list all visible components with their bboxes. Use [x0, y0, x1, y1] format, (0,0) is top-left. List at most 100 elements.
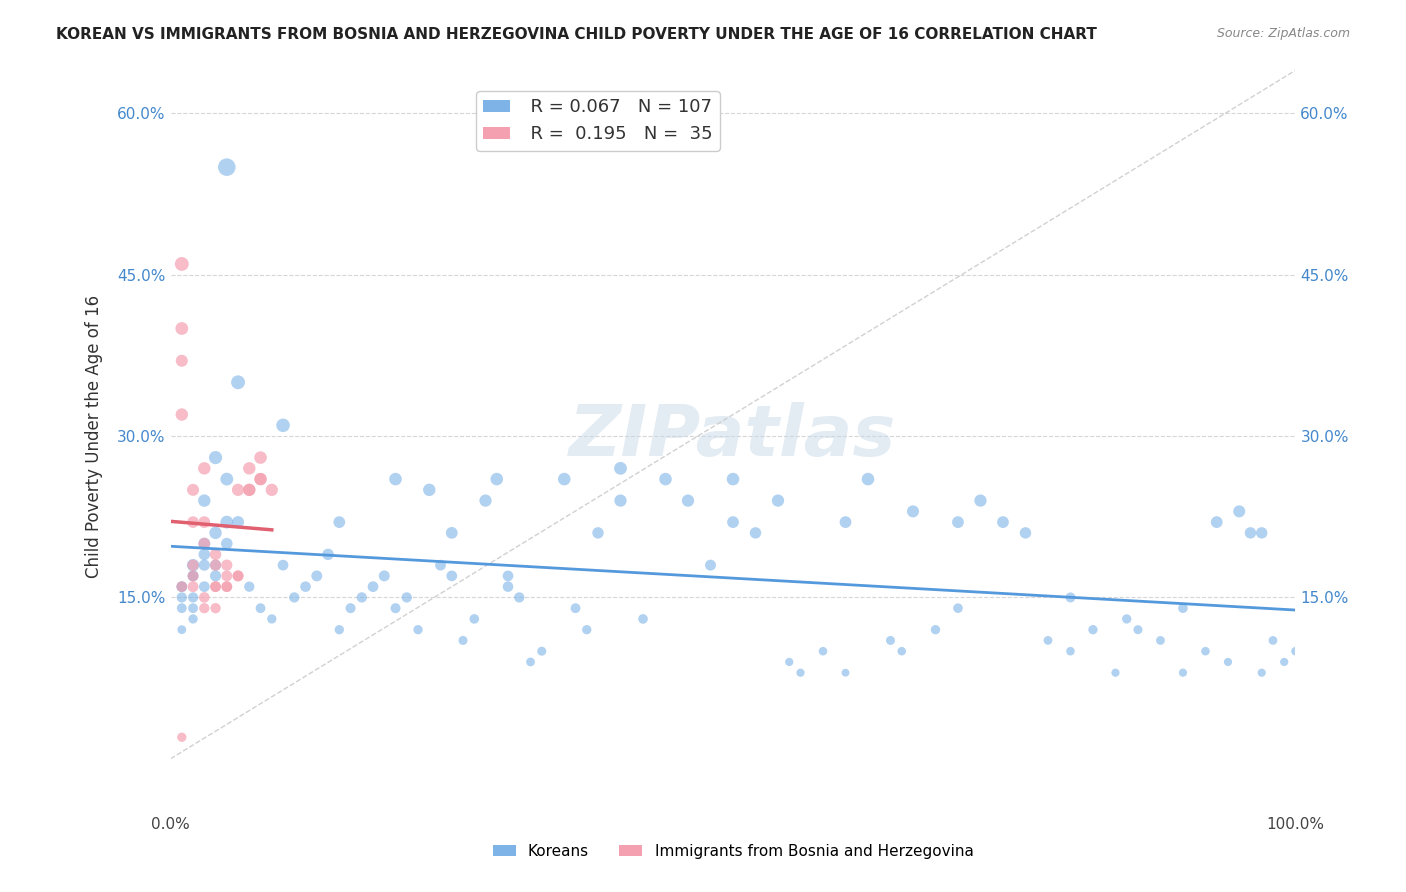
- Point: [238, 461, 260, 475]
- Point: [305, 569, 328, 583]
- Point: [1059, 644, 1081, 658]
- Text: ZIPatlas: ZIPatlas: [569, 401, 897, 471]
- Point: [451, 633, 474, 648]
- Point: [1284, 644, 1306, 658]
- Point: [193, 601, 215, 615]
- Point: [350, 591, 373, 605]
- Point: [1250, 665, 1272, 680]
- Y-axis label: Child Poverty Under the Age of 16: Child Poverty Under the Age of 16: [86, 294, 103, 578]
- Point: [1239, 525, 1261, 540]
- Point: [215, 558, 238, 573]
- Point: [1036, 633, 1059, 648]
- Text: KOREAN VS IMMIGRANTS FROM BOSNIA AND HERZEGOVINA CHILD POVERTY UNDER THE AGE OF : KOREAN VS IMMIGRANTS FROM BOSNIA AND HER…: [56, 27, 1097, 42]
- Point: [193, 536, 215, 550]
- Point: [249, 472, 271, 486]
- Legend:   R = 0.067   N = 107,   R =  0.195   N =  35: R = 0.067 N = 107, R = 0.195 N = 35: [475, 91, 720, 151]
- Point: [316, 548, 339, 562]
- Point: [575, 623, 598, 637]
- Point: [586, 525, 609, 540]
- Point: [373, 569, 395, 583]
- Point: [1059, 591, 1081, 605]
- Point: [1272, 655, 1295, 669]
- Point: [193, 591, 215, 605]
- Point: [946, 601, 969, 615]
- Point: [215, 580, 238, 594]
- Point: [226, 483, 249, 497]
- Point: [170, 408, 193, 422]
- Point: [609, 461, 631, 475]
- Point: [429, 558, 451, 573]
- Point: [170, 580, 193, 594]
- Point: [271, 558, 294, 573]
- Point: [879, 633, 901, 648]
- Point: [1194, 644, 1216, 658]
- Point: [181, 569, 204, 583]
- Point: [609, 493, 631, 508]
- Point: [181, 558, 204, 573]
- Point: [384, 601, 406, 615]
- Point: [328, 515, 350, 529]
- Point: [699, 558, 721, 573]
- Point: [170, 257, 193, 271]
- Point: [496, 569, 519, 583]
- Point: [215, 515, 238, 529]
- Point: [1126, 623, 1149, 637]
- Point: [1171, 665, 1194, 680]
- Point: [204, 525, 226, 540]
- Point: [474, 493, 496, 508]
- Point: [440, 569, 463, 583]
- Point: [1104, 665, 1126, 680]
- Point: [766, 493, 789, 508]
- Text: Source: ZipAtlas.com: Source: ZipAtlas.com: [1216, 27, 1350, 40]
- Point: [834, 515, 856, 529]
- Point: [744, 525, 766, 540]
- Point: [519, 655, 541, 669]
- Point: [260, 612, 283, 626]
- Point: [856, 472, 879, 486]
- Point: [553, 472, 575, 486]
- Point: [721, 515, 744, 529]
- Point: [204, 580, 226, 594]
- Point: [181, 569, 204, 583]
- Point: [204, 548, 226, 562]
- Point: [170, 731, 193, 745]
- Point: [1227, 504, 1250, 518]
- Point: [1171, 601, 1194, 615]
- Point: [654, 472, 676, 486]
- Point: [1261, 633, 1284, 648]
- Point: [226, 569, 249, 583]
- Point: [1014, 525, 1036, 540]
- Point: [249, 450, 271, 465]
- Point: [226, 569, 249, 583]
- Point: [1115, 612, 1137, 626]
- Point: [249, 601, 271, 615]
- Point: [193, 558, 215, 573]
- Point: [204, 558, 226, 573]
- Point: [339, 601, 361, 615]
- Point: [238, 483, 260, 497]
- Point: [890, 644, 912, 658]
- Point: [328, 623, 350, 637]
- Point: [181, 569, 204, 583]
- Point: [226, 515, 249, 529]
- Point: [193, 548, 215, 562]
- Point: [901, 504, 924, 518]
- Point: [204, 450, 226, 465]
- Point: [170, 580, 193, 594]
- Point: [170, 591, 193, 605]
- Point: [193, 493, 215, 508]
- Point: [530, 644, 553, 658]
- Point: [485, 472, 508, 486]
- Point: [395, 591, 418, 605]
- Point: [249, 472, 271, 486]
- Point: [1149, 633, 1171, 648]
- Point: [384, 472, 406, 486]
- Point: [463, 612, 485, 626]
- Point: [406, 623, 429, 637]
- Point: [238, 483, 260, 497]
- Point: [204, 580, 226, 594]
- Point: [181, 591, 204, 605]
- Point: [215, 536, 238, 550]
- Point: [969, 493, 991, 508]
- Point: [991, 515, 1014, 529]
